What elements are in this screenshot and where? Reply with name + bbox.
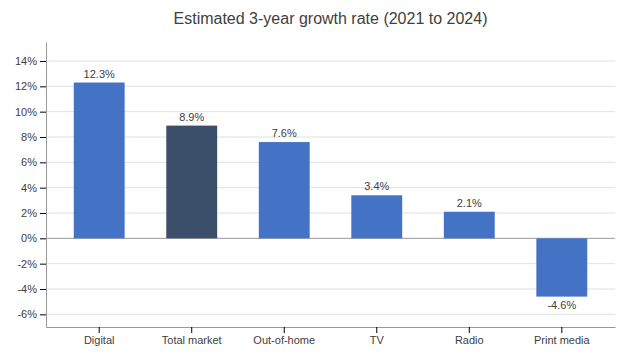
data-label: 7.6% [272,127,297,139]
bars [74,83,587,297]
y-tick-mark [40,188,46,189]
bar [259,142,310,238]
x-tick: Print media [534,327,591,346]
x-tick-label: Digital [84,334,115,346]
y-tick: 2% [21,207,46,219]
grid-line [46,289,615,290]
y-tick-label: -4% [17,283,37,295]
y-tick-mark [40,61,46,62]
x-tick: TV [370,327,385,346]
y-tick: 10% [15,106,46,118]
x-tick-label: Total market [162,334,222,346]
x-tick: Total market [162,327,222,346]
y-tick: 12% [15,80,46,92]
y-tick-label: 12% [15,80,37,92]
y-tick-mark [40,314,46,315]
bar [351,195,402,238]
x-tick-mark [376,327,377,333]
y-tick-mark [40,137,46,138]
x-tick-label: Radio [455,334,484,346]
y-tick-mark [40,112,46,113]
y-tick-mark [40,86,46,87]
y-tick-mark [40,264,46,265]
x-tick-mark [561,327,562,333]
bar [536,238,587,296]
grid-line [46,314,615,315]
y-tick-label: 10% [15,106,37,118]
y-tick-label: 14% [15,55,37,67]
data-label: 8.9% [179,111,204,123]
grid-line [46,238,615,239]
y-tick-label: 8% [21,131,37,143]
x-tick: Radio [455,327,484,346]
x-tick-label: TV [370,334,385,346]
grid-line [46,162,615,163]
y-tick-mark [40,238,46,239]
x-tick: Out-of-home [253,327,315,346]
y-tick-label: -6% [17,308,37,320]
x-axis-line [47,327,616,328]
data-label: -4.6% [547,299,576,311]
y-tick-label: 0% [21,232,37,244]
y-tick-label: 2% [21,207,37,219]
y-tick-label: 6% [21,156,37,168]
y-tick: -6% [17,308,46,320]
y-tick: 4% [21,182,46,194]
y-axis-line [46,43,47,328]
y-tick-mark [40,162,46,163]
y-tick-mark [40,213,46,214]
y-tick: 14% [15,55,46,67]
y-tick-mark [40,289,46,290]
data-label: 2.1% [457,197,482,209]
x-tick-mark [284,327,285,333]
grid-line [46,111,615,112]
x-tick-label: Print media [534,334,591,346]
x-tick: Digital [84,327,115,346]
grid-line [46,213,615,214]
grid-line [46,86,615,87]
y-tick: 8% [21,131,46,143]
bar [74,83,125,239]
grid-line [46,187,615,188]
bar [166,126,217,239]
chart: -6% -4% -2% 0% 2% 4% 6% 8% 10% 12% 14% Digital Total… [0,0,631,357]
grid [46,61,615,314]
grid-line [46,263,615,264]
y-tick: -4% [17,283,46,295]
data-label: 12.3% [84,68,115,80]
bar [444,212,495,239]
y-tick-label: -2% [17,258,37,270]
data-labels: 12.3% 8.9% 7.6% 3.4% 2.1% -4.6% [84,68,577,312]
grid-line [46,137,615,138]
y-axis: -6% -4% -2% 0% 2% 4% 6% 8% 10% 12% 14% [15,43,47,328]
x-tick-label: Out-of-home [253,334,315,346]
x-tick-mark [469,327,470,333]
plot-area: -6% -4% -2% 0% 2% 4% 6% 8% 10% 12% 14% Digital Total… [15,43,616,346]
x-tick-mark [191,327,192,333]
y-tick: 6% [21,156,46,168]
y-tick: -2% [17,258,46,270]
x-tick-mark [99,327,100,333]
data-label: 3.4% [364,180,389,192]
x-axis: Digital Total market Out-of-home TV Radio Pri… [47,327,616,346]
grid-line [46,61,615,62]
title: Estimated 3-year growth rate (2021 to 20… [174,10,488,27]
y-tick: 0% [21,232,46,244]
y-tick-label: 4% [21,182,37,194]
